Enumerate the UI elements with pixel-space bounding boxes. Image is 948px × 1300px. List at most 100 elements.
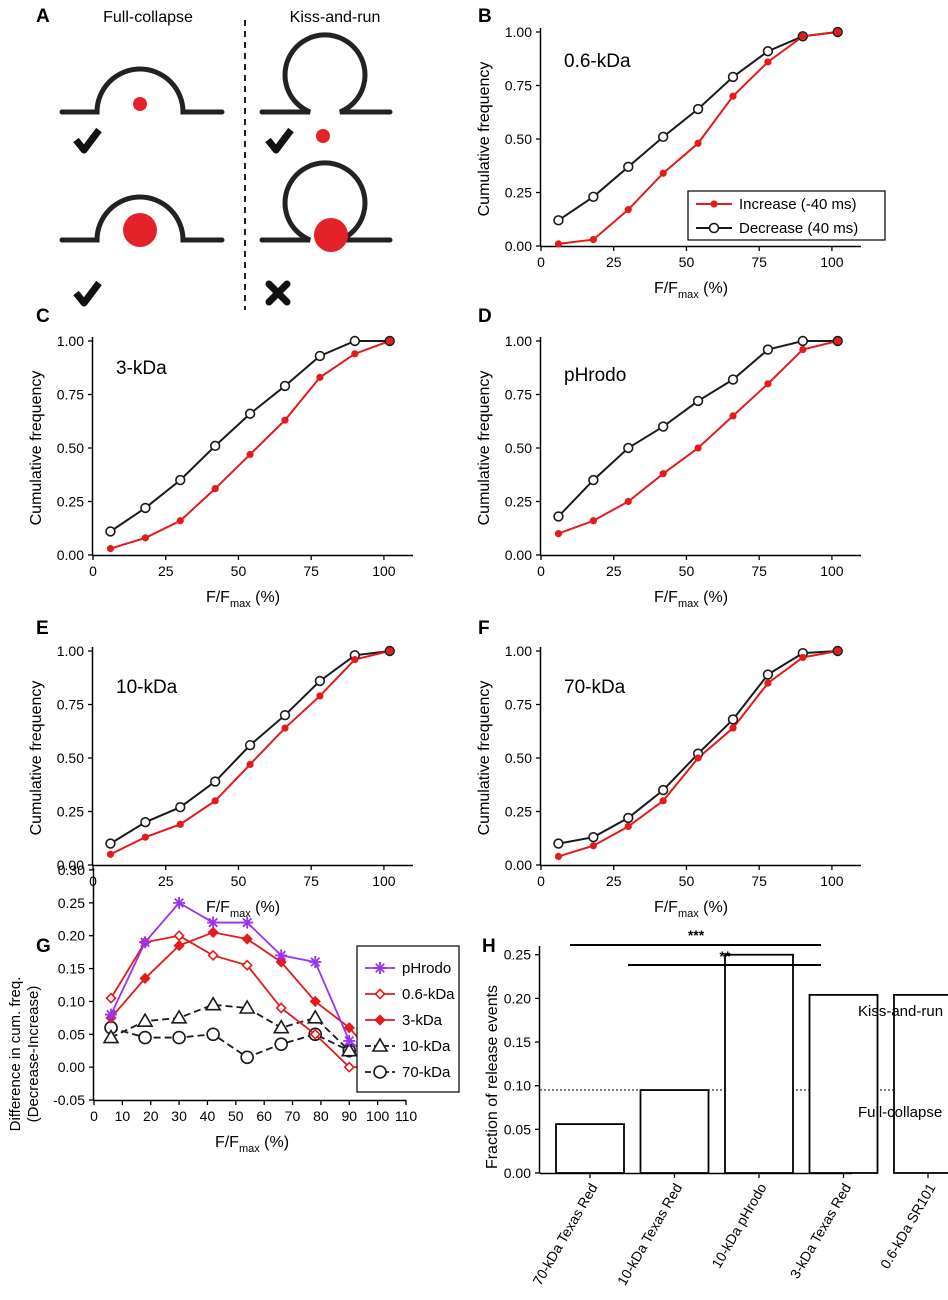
- x-tick-label: 110: [395, 1108, 418, 1124]
- data-point-decrease: [727, 374, 739, 385]
- cargo-dot-small: [316, 129, 330, 143]
- data-point: [240, 1050, 254, 1065]
- panel-h-bars: [555, 953, 948, 1174]
- data-point: [139, 936, 152, 949]
- y-tick-label: 0.50: [57, 750, 84, 766]
- data-point: [272, 1019, 290, 1034]
- data-point-increase: [106, 544, 115, 553]
- x-tick-label: 75: [751, 873, 767, 889]
- panel-c-chart: C 3-kDa 0 25 50 75 100 0.00 0.25 0.50 0.75 1.00 F/…: [28, 306, 413, 610]
- series-10-kda: [102, 996, 392, 1073]
- x-tick-label: 100: [820, 254, 844, 270]
- data-point: [173, 896, 186, 909]
- data-point-increase: [281, 416, 289, 424]
- data-point: [102, 1028, 120, 1044]
- panel-f-axes: 0 25 50 75 100 0.00 0.25 0.50 0.75 1.00 F/Fmax (%)…: [476, 643, 861, 920]
- y-tick-label: 0.30: [58, 862, 85, 878]
- data-point: [139, 972, 151, 985]
- cargo-dot-large: [314, 218, 348, 252]
- data-point-decrease: [140, 816, 151, 828]
- data-point-decrease: [553, 215, 564, 226]
- panel-b-axes: 0 25 50 75 100 0.00 0.25 0.50 0.75 1.00 F/Fmax (%)…: [476, 24, 861, 301]
- data-point-decrease: [727, 714, 739, 725]
- data-point-decrease: [623, 812, 634, 824]
- panel-f-chart: F 70-kDa 0 25 50 75 100 0.00 0.25 0.50 0.75 1.00 F…: [476, 618, 861, 920]
- y-tick-label: 0.10: [504, 1078, 531, 1094]
- x-tick-label: 100: [820, 873, 844, 889]
- cross-icon: [265, 280, 291, 306]
- panel-a-schematic: A Full-collapse Kiss-and-run: [36, 6, 393, 310]
- y-tick-label: 1.00: [505, 24, 532, 40]
- data-point: [173, 939, 185, 952]
- x-tick-label: 70-kDa Texas Red: [529, 1181, 600, 1289]
- data-point-increase: [589, 517, 597, 525]
- y-tick-label: 0.00: [58, 1059, 85, 1075]
- legend-label: 10-kDa: [402, 1038, 451, 1055]
- data-point: [105, 1008, 118, 1021]
- x-tick-label: 0.6-kDa SR101: [877, 1180, 939, 1271]
- data-point: [275, 949, 288, 962]
- data-point-decrease: [279, 709, 291, 721]
- data-point: [138, 1030, 152, 1045]
- panel-g-series: [102, 896, 392, 1074]
- data-point: [207, 926, 219, 939]
- x-tick-label: 75: [303, 563, 319, 579]
- x-tick-label: 75: [751, 254, 767, 270]
- data-point: [207, 949, 219, 962]
- data-point-increase: [554, 852, 563, 861]
- data-point-decrease: [623, 442, 634, 454]
- panel-d-axes: 0 25 50 75 100 0.00 0.25 0.50 0.75 1.00 F/Fmax (%)…: [476, 333, 861, 610]
- data-point-decrease: [727, 71, 739, 83]
- data-point-decrease: [209, 776, 221, 787]
- data-point-decrease: [175, 474, 186, 486]
- x-tick-label: 50: [679, 873, 695, 889]
- y-tick-label: 0.25: [504, 947, 531, 963]
- y-tick-label: 1.00: [57, 643, 84, 659]
- data-point: [309, 995, 321, 1008]
- panel-g-chart: G Difference in cum. freq. (Decrease-Inc…: [7, 862, 460, 1155]
- data-point-decrease: [762, 46, 774, 57]
- data-point-increase: [106, 850, 115, 858]
- g-y-axis-label-1: Difference in cum. freq.: [7, 977, 24, 1132]
- data-point-decrease: [349, 335, 361, 347]
- data-point-decrease: [244, 408, 256, 419]
- x-tick-label: 75: [303, 873, 319, 889]
- panel-b-chart: B 0.6-kDa 0 25 50 75 100 0.00 0.25 0.50 0.75 1.00…: [476, 6, 886, 301]
- data-point: [306, 1009, 324, 1024]
- x-tick-label: 0: [537, 873, 545, 889]
- x-tick-label: 50: [231, 563, 247, 579]
- panel-e-series: [105, 645, 395, 858]
- data-point-decrease: [105, 526, 116, 537]
- x-tick-label: 3-kDa Texas Red: [787, 1181, 854, 1282]
- legend-marker-increase: [710, 200, 718, 208]
- data-point-increase: [729, 412, 737, 420]
- x-tick-label: 0: [90, 1108, 98, 1124]
- x-tick-label: 100: [372, 563, 396, 579]
- data-point-decrease: [762, 669, 774, 680]
- data-point-increase: [729, 724, 737, 732]
- y-tick-label: 0.25: [58, 895, 85, 911]
- data-point: [238, 999, 256, 1014]
- data-point-decrease: [244, 739, 256, 751]
- bar: [808, 993, 879, 1174]
- y-tick-label: 0.05: [58, 1026, 85, 1042]
- data-point-decrease: [797, 335, 809, 347]
- data-point: [170, 1009, 188, 1024]
- data-point: [241, 933, 253, 945]
- data-point-increase: [834, 337, 842, 345]
- data-point: [241, 916, 254, 929]
- data-point: [309, 1028, 321, 1040]
- full-collapse-title: Full-collapse: [103, 9, 193, 26]
- data-point-decrease: [588, 191, 599, 202]
- y-tick-label: 1.00: [57, 333, 84, 349]
- data-point-increase: [211, 485, 219, 493]
- y-tick-label: 0.75: [505, 387, 532, 403]
- legend-marker-decrease: [708, 222, 720, 234]
- panel-g-axes: 0 10 20 30 40 50 60 70 80 90 100 110 -0.05 0.00 0.05 0.…: [53, 862, 417, 1155]
- data-point-increase: [624, 206, 632, 214]
- h-y-axis-label: Fraction of release events: [484, 985, 501, 1169]
- x-axis-label: F/Fmax (%): [206, 899, 280, 920]
- data-point-increase: [659, 169, 667, 177]
